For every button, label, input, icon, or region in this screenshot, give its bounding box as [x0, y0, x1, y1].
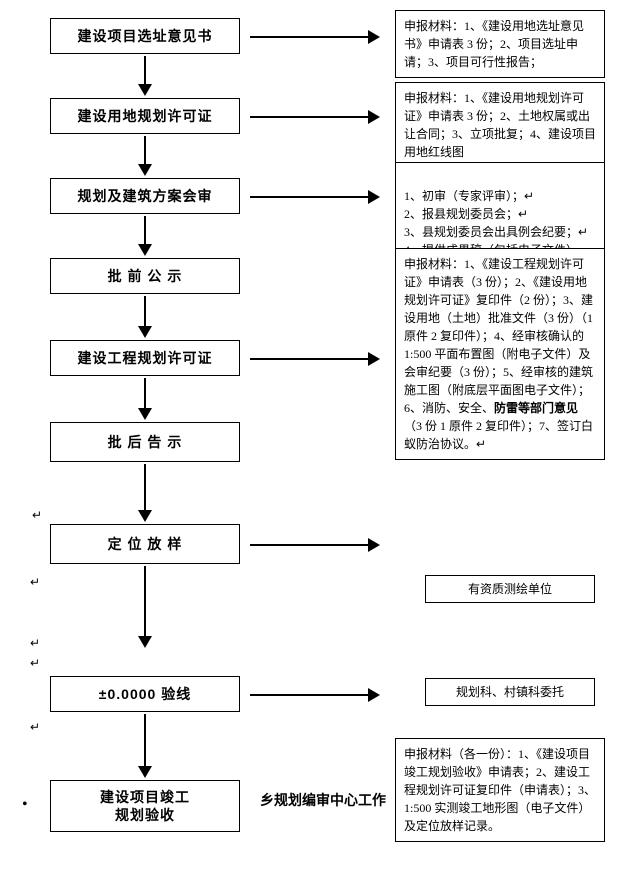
bg-text-content: 乡规划编审中心工作 — [260, 792, 386, 808]
step4-label: 批 前 公 示 — [108, 266, 183, 286]
flow-step-6: 批 后 告 示 — [50, 422, 240, 462]
arrow-step7-note5 — [250, 538, 380, 552]
flow-step-4: 批 前 公 示 — [50, 258, 240, 294]
flow-step-7: 定 位 放 样 — [50, 524, 240, 564]
flow-step-1: 建设项目选址意见书 — [50, 18, 240, 54]
step9-line2: 规划验收 — [115, 806, 175, 824]
step1-label: 建设项目选址意见书 — [78, 26, 213, 46]
note-2: 申报材料：1、《建设用地规划许可证》申请表 3 份；2、土地权属或出让合同；3、… — [395, 82, 605, 168]
arrow-v-2 — [136, 136, 154, 176]
note-1: 申报材料：1、《建设用地选址意见书》申请表 3 份；2、项目选址申请；3、项目可… — [395, 10, 605, 78]
step2-label: 建设用地规划许可证 — [78, 106, 213, 126]
arrow-v-1 — [136, 56, 154, 96]
arrow-v-3 — [136, 216, 154, 256]
note-5: 有资质测绘单位 — [425, 575, 595, 603]
note-4-part1: 申报材料：1、《建设工程规划许可证》申请表（3 份）；2、《建设用地规划许可证》… — [404, 257, 593, 415]
flow-step-8: ±0.0000 验线 — [50, 676, 240, 712]
punct-7c: ↵ — [30, 656, 40, 671]
arrow-step1-note1 — [250, 30, 380, 44]
step6-label: 批 后 告 示 — [108, 432, 183, 452]
note-5-text: 有资质测绘单位 — [468, 582, 552, 596]
dot-left: • — [22, 796, 28, 814]
step8-label: ±0.0000 验线 — [99, 684, 191, 704]
step3-label: 规划及建筑方案会审 — [78, 186, 213, 206]
flow-step-2: 建设用地规划许可证 — [50, 98, 240, 134]
flow-step-3: 规划及建筑方案会审 — [50, 178, 240, 214]
arrow-v-6 — [136, 464, 154, 522]
note-4-part2: （3 份 1 原件 2 复印件）；7、签订白蚁防治协议。↵ — [404, 419, 593, 451]
arrow-step5-note4 — [250, 352, 380, 366]
background-text: 乡规划编审中心工作 — [260, 790, 386, 810]
arrow-step2-note2 — [250, 110, 380, 124]
step5-label: 建设工程规划许可证 — [78, 348, 213, 368]
arrow-v-7 — [136, 566, 154, 648]
punct-6a: ↵ — [32, 508, 42, 523]
arrow-step3-note3 — [250, 190, 380, 204]
arrow-v-5 — [136, 378, 154, 420]
note-7-text: 申报材料（各一份）：1、《建设项目竣工规划验收》申请表；2、建设工程规划许可证复… — [404, 747, 596, 833]
flow-step-9: 建设项目竣工 规划验收 — [50, 780, 240, 832]
note-2-text: 申报材料：1、《建设用地规划许可证》申请表 3 份；2、土地权属或出让合同；3、… — [404, 91, 596, 159]
note-4: 申报材料：1、《建设工程规划许可证》申请表（3 份）；2、《建设用地规划许可证》… — [395, 248, 605, 460]
punct-7a: ↵ — [30, 575, 40, 590]
note-6-text: 规划科、村镇科委托 — [456, 685, 564, 699]
punct-7b: ↵ — [30, 636, 40, 651]
step9-line1: 建设项目竣工 — [100, 788, 190, 806]
punct-8a: ↵ — [30, 720, 40, 735]
note-1-text: 申报材料：1、《建设用地选址意见书》申请表 3 份；2、项目选址申请；3、项目可… — [404, 19, 584, 69]
note-3-text: 1、初审（专家评审）；↵ 2、报县规划委员会；↵ 3、县规划委员会出具例会纪要；… — [404, 189, 588, 257]
note-7: 申报材料（各一份）：1、《建设项目竣工规划验收》申请表；2、建设工程规划许可证复… — [395, 738, 605, 842]
step7-label: 定 位 放 样 — [108, 534, 183, 554]
note-6: 规划科、村镇科委托 — [425, 678, 595, 706]
flow-step-5: 建设工程规划许可证 — [50, 340, 240, 376]
note-4-bold: 防雷等部门意见 — [494, 401, 578, 415]
arrow-v-4 — [136, 296, 154, 338]
arrow-step8-note6 — [250, 688, 380, 702]
arrow-v-8 — [136, 714, 154, 778]
